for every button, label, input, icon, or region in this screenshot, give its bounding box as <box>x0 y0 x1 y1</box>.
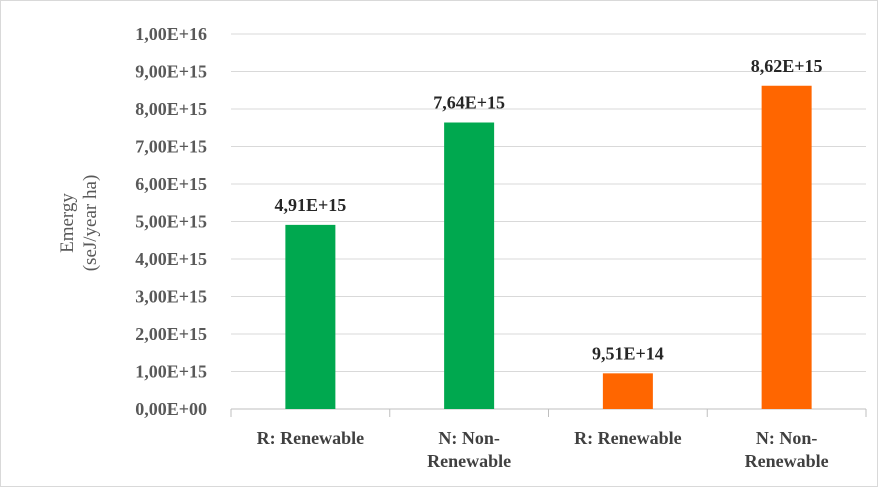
y-tick-label: 5,00E+15 <box>135 212 207 232</box>
y-tick-label: 7,00E+15 <box>135 137 207 157</box>
y-tick-label: 9,00E+15 <box>135 62 207 82</box>
y-axis-title-line: Emergy <box>57 193 78 253</box>
y-tick-label: 2,00E+15 <box>135 324 207 344</box>
y-tick-label: 0,00E+00 <box>135 399 207 419</box>
data-label: 8,62E+15 <box>751 56 823 76</box>
y-tick-label: 6,00E+15 <box>135 174 207 194</box>
y-tick-label: 1,00E+15 <box>135 362 207 382</box>
x-tick-label: N: Non- <box>438 428 500 448</box>
x-tick-label: N: Non- <box>756 428 818 448</box>
x-tick-label: Renewable <box>427 451 511 471</box>
y-tick-label: 4,00E+15 <box>135 249 207 269</box>
y-tick-label: 8,00E+15 <box>135 99 207 119</box>
y-axis-title: Emergy (seJ/year ha) <box>57 175 101 272</box>
y-tick-label: 3,00E+15 <box>135 287 207 307</box>
data-label: 4,91E+15 <box>274 195 346 215</box>
x-tick-label: R: Renewable <box>257 428 364 448</box>
bar <box>761 85 812 409</box>
x-tick-label: Renewable <box>745 451 829 471</box>
bar <box>285 224 336 409</box>
data-label: 7,64E+15 <box>433 93 505 113</box>
y-tick-label: 1,00E+16 <box>135 24 207 44</box>
data-label: 9,51E+14 <box>592 343 664 363</box>
bar <box>444 122 495 409</box>
bar <box>602 373 653 409</box>
y-axis-title-line: (seJ/year ha) <box>80 175 101 272</box>
x-tick-label: R: Renewable <box>574 428 681 448</box>
